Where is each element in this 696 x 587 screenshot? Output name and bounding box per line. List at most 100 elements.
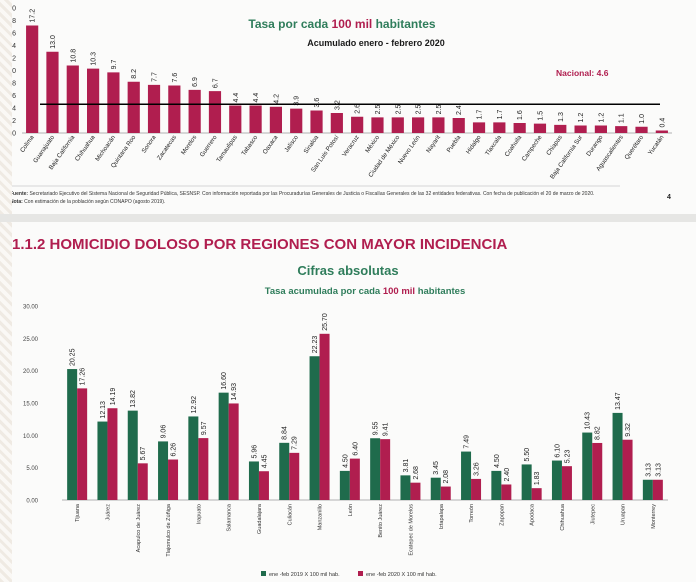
top-y-tick-label: 14 bbox=[8, 43, 16, 50]
bottom-category-label: Tijuana bbox=[75, 503, 81, 522]
top-value-label: 0.4 bbox=[659, 118, 666, 128]
section-title: 1.1.2 HOMICIDIO DOLOSO POR REGIONES CON … bbox=[12, 236, 508, 253]
bottom-value-label-2019: 6.10 bbox=[554, 444, 561, 458]
top-bar-michoacan bbox=[107, 72, 120, 133]
bottom-bar-2019-benito-juarez bbox=[370, 438, 381, 500]
bottom-category-label: Chihuahua bbox=[560, 503, 566, 531]
top-bar-durango bbox=[594, 125, 607, 133]
bottom-value-label-2020: 9.32 bbox=[625, 423, 632, 437]
top-bar-tlaxcala bbox=[493, 122, 506, 133]
top-value-label: 1.6 bbox=[517, 110, 524, 120]
top-category-label: Zacatecas bbox=[156, 134, 178, 161]
bottom-bar-2020-apodaca bbox=[531, 488, 542, 500]
bottom-value-label-2019: 13.82 bbox=[130, 390, 137, 408]
top-bars bbox=[26, 25, 668, 133]
top-value-label: 4.4 bbox=[233, 93, 240, 103]
top-value-label: 1.5 bbox=[537, 111, 544, 121]
bottom-bar-2019-monterrey bbox=[642, 479, 653, 500]
bottom-bar-2020-guadalajara bbox=[258, 471, 269, 500]
bottom-category-label: Guadalajara bbox=[257, 503, 263, 534]
bottom-bar-2019-irapuato bbox=[188, 416, 199, 500]
bottom-value-label-2020: 2.08 bbox=[443, 470, 450, 484]
top-y-tick-label: 6 bbox=[12, 93, 16, 100]
top-category-label: Durango bbox=[585, 134, 605, 158]
top-bar-yucatan bbox=[655, 130, 668, 133]
bottom-value-label-2019: 10.43 bbox=[585, 412, 592, 430]
bottom-value-label-2019: 3.45 bbox=[433, 461, 440, 475]
bottom-category-label: Acapulco de Juárez bbox=[136, 504, 142, 553]
bottom-bar-2019-ecatepec-de-morelos bbox=[400, 475, 411, 500]
page-number: 4 bbox=[667, 194, 671, 201]
top-chart: Tasa por cada 100 mil habitantes Acumula… bbox=[6, 6, 672, 205]
legend-swatch-2020 bbox=[358, 571, 363, 576]
bottom-value-label-2019: 5.50 bbox=[524, 448, 531, 462]
bottom-bar-2020-monterrey bbox=[652, 479, 663, 500]
top-bar-jalisco bbox=[290, 108, 303, 133]
top-category-label: México bbox=[364, 134, 381, 155]
bottom-value-label-2020: 3.26 bbox=[474, 462, 481, 476]
top-bar-colima bbox=[26, 25, 39, 133]
top-y-tick-label: 0 bbox=[12, 131, 16, 138]
bottom-value-label-2020: 3.13 bbox=[655, 463, 662, 477]
top-bar-morelos bbox=[188, 89, 201, 133]
top-bar-baja-california-sur bbox=[574, 125, 587, 133]
bottom-chart-subtitle: Tasa acumulada por cada 100 mil habitant… bbox=[265, 286, 465, 297]
bottom-value-label-2019: 4.50 bbox=[342, 454, 349, 468]
bottom-value-label-2020: 2.68 bbox=[413, 466, 420, 480]
top-value-label: 2.5 bbox=[416, 105, 423, 115]
bottom-value-label-2019: 16.60 bbox=[221, 372, 228, 390]
bottom-category-label: Iztapalapa bbox=[439, 503, 445, 529]
top-value-label: 3.2 bbox=[334, 100, 341, 110]
top-value-label: 2.6 bbox=[355, 104, 362, 114]
bottom-chart-title: Cifras absolutas bbox=[297, 263, 398, 278]
bottom-value-label-2020: 4.45 bbox=[261, 454, 268, 468]
bottom-y-tick-label: 0.00 bbox=[26, 499, 38, 505]
top-slide: Tasa por cada 100 mil habitantes Acumula… bbox=[0, 0, 696, 214]
top-category-label: Nayarit bbox=[425, 134, 442, 154]
bottom-value-label-2019: 8.84 bbox=[282, 426, 289, 440]
top-category-label: Jalisco bbox=[283, 134, 300, 154]
bottom-value-label-2019: 22.23 bbox=[312, 336, 319, 354]
bottom-value-label-2019: 20.25 bbox=[70, 348, 77, 366]
bottom-bar-2019-jiutepec bbox=[582, 432, 593, 500]
top-value-label: 3.6 bbox=[314, 98, 321, 108]
top-category-label: Coahuila bbox=[504, 134, 524, 158]
bottom-category-label: Salamanca bbox=[227, 503, 233, 531]
top-value-label: 1.0 bbox=[639, 114, 646, 124]
top-chart-subtitle: Acumulado enero - febrero 2020 bbox=[307, 38, 445, 48]
bottom-value-label-2019: 3.13 bbox=[645, 463, 652, 477]
top-value-label: 1.1 bbox=[619, 113, 626, 123]
bottom-bar-2019-torreon bbox=[461, 451, 472, 500]
bottom-value-label-2020: 7.29 bbox=[292, 436, 299, 450]
top-category-label: Tlaxcala bbox=[484, 134, 503, 157]
top-y-tick-label: 2 bbox=[12, 118, 16, 125]
bottom-value-label-2019: 3.81 bbox=[403, 459, 410, 473]
top-y-tick-label: 10 bbox=[8, 68, 16, 75]
bottom-value-label-2020: 6.40 bbox=[352, 442, 359, 456]
bottom-bar-2020-benito-juarez bbox=[380, 439, 391, 500]
bottom-bar-2020-tlajomulco-de-zuniga bbox=[168, 459, 179, 500]
bottom-y-tick-label: 10.00 bbox=[23, 434, 39, 440]
top-value-label: 4.2 bbox=[273, 94, 280, 104]
top-value-label: 2.5 bbox=[375, 105, 382, 115]
top-value-label: 10.3 bbox=[91, 52, 98, 66]
bottom-value-label-2019: 4.50 bbox=[494, 454, 501, 468]
national-average-label: Nacional: 4.6 bbox=[556, 68, 609, 78]
bottom-y-tick-label: 25.00 bbox=[23, 337, 39, 343]
top-value-label: 17.2 bbox=[30, 9, 37, 23]
top-bar-ciudad-de-mexico bbox=[391, 117, 404, 133]
top-bar-oaxaca bbox=[269, 106, 282, 133]
top-value-label: 7.7 bbox=[152, 72, 159, 82]
bottom-bar-2020-culiacan bbox=[289, 452, 300, 500]
bottom-value-label-2020: 6.26 bbox=[171, 443, 178, 457]
bottom-bars bbox=[67, 333, 663, 500]
top-bar-chiapas bbox=[554, 124, 567, 133]
top-value-label: 7.6 bbox=[172, 73, 179, 83]
bottom-category-label: Monterrey bbox=[651, 504, 657, 529]
bottom-bar-2019-iztapalapa bbox=[430, 477, 441, 500]
bottom-bar-2020-manzanillo bbox=[319, 333, 330, 500]
bottom-value-label-2020: 14.19 bbox=[110, 388, 117, 406]
top-category-label: Morelos bbox=[180, 134, 198, 156]
